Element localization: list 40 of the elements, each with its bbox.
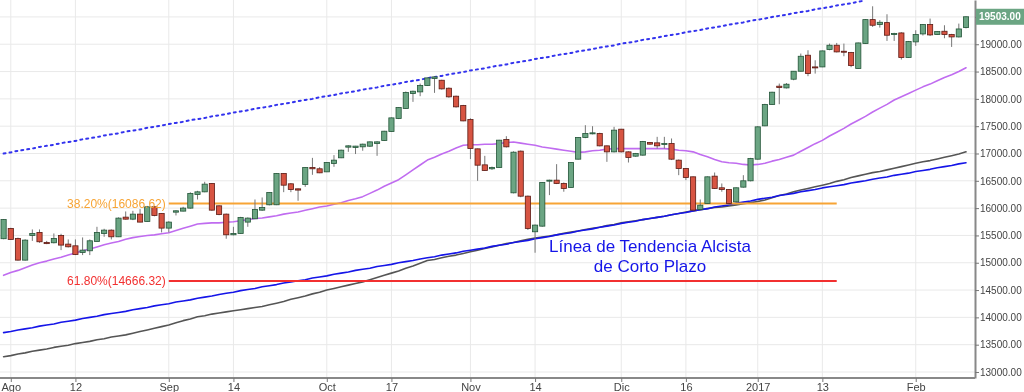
x-tick-label: 14 [227,380,241,392]
y-tick-label: 13500.00 [980,339,1023,351]
y-tick-label: 17000.00 [980,148,1023,160]
candlestick [22,238,29,262]
line-series [2,151,967,358]
candlestick [776,83,783,105]
candlestick [611,126,618,153]
text: 19503.00 [979,11,1022,23]
y-tick-label: 19000.00 [980,38,1023,50]
y-tick-label: 18500.00 [980,66,1023,78]
line-series [2,161,967,334]
ref-line-label: 38.20%(16086.62) [67,196,166,211]
x-tick-label: Nov [461,380,482,392]
x-tick-label: 12 [69,380,83,392]
candlestick [302,166,309,188]
candlestick [869,5,876,28]
y-tick-label: 14000.00 [980,312,1023,324]
x-tick-label: Oct [318,380,336,392]
y-tick-label: 18000.00 [980,93,1023,105]
y-tick-label: 14500.00 [980,284,1023,296]
ref-line-label: 61.80%(14666.32) [67,274,166,289]
y-tick-label: 15000.00 [980,257,1023,269]
x-tick-label: Sep [159,380,180,392]
y-tick-label: 16000.00 [980,202,1023,214]
x-tick-label: Dic [613,380,631,392]
y-tick-label: 16500.00 [980,175,1023,187]
x-tick-label: 2017 [745,380,771,392]
y-tick-label: 13000.00 [980,366,1023,378]
y-tick-label: 17500.00 [980,120,1023,132]
y-tick-label: 15500.00 [980,230,1023,242]
x-tick-label: 14 [529,380,542,392]
candlestick [884,13,890,42]
line-series [2,66,967,277]
x-tick-label: 13 [816,380,829,392]
x-tick-label: Ago [1,380,22,392]
x-tick-label: 17 [385,380,399,392]
x-tick-label: 16 [680,380,693,392]
annotation: Línea de Tendencia Alcista de Corto Plazo [549,237,752,276]
x-tick-label: Feb [906,380,926,392]
candlestick [50,232,57,244]
